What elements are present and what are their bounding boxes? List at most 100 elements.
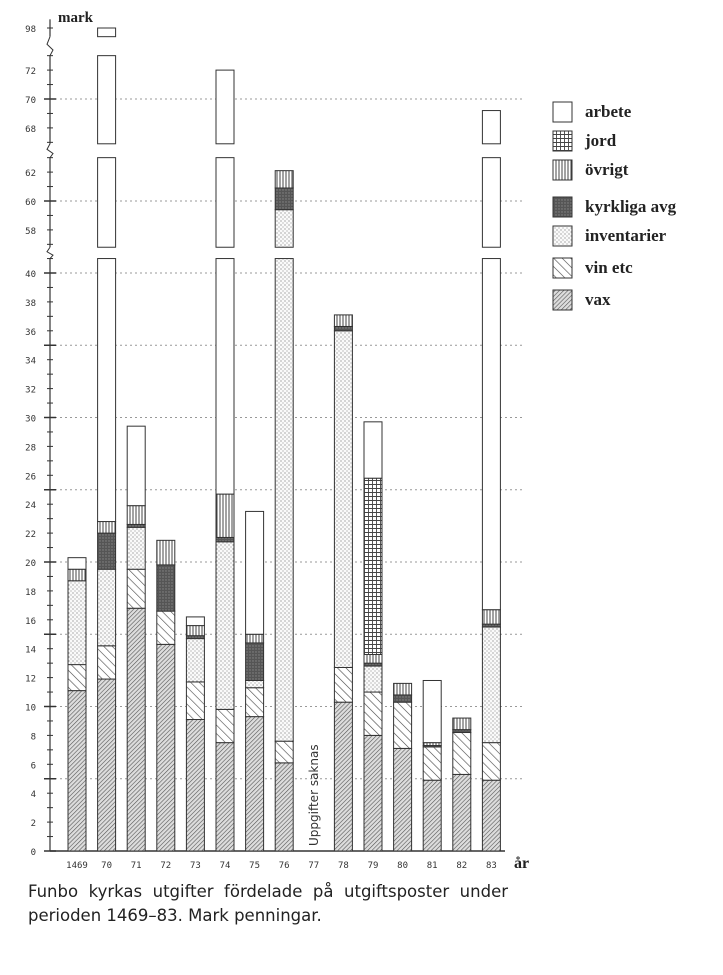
y-tick-label: 36	[25, 328, 36, 338]
axis-break-icon	[46, 36, 54, 56]
bar-segment-arbete	[97, 55, 117, 145]
bar-segment-inventarier	[274, 209, 294, 248]
bar-segment--vrigt	[245, 633, 265, 644]
y-tick-label: 4	[31, 790, 36, 800]
axis-break-icon	[46, 246, 54, 259]
bar-segment-arbete	[97, 27, 117, 38]
bar-segment-inventarier	[185, 638, 205, 683]
bar-segment-vax	[422, 779, 442, 852]
bar-segment-vin-etc	[215, 708, 235, 744]
bar-segment-arbete	[215, 157, 235, 248]
y-tick-label: 0	[31, 848, 36, 858]
x-tick-label: 71	[131, 861, 142, 871]
bar-segment-vin-etc	[333, 666, 353, 703]
bar-segment-arbete	[363, 421, 383, 479]
bar-segment-vax	[274, 762, 294, 852]
bar-segment-vin-etc	[156, 610, 176, 645]
y-tick-label: 16	[25, 617, 36, 627]
bar-segment-arbete	[481, 157, 501, 248]
bar-segment--vrigt	[97, 521, 117, 534]
bar-segment-vin-etc	[245, 687, 265, 718]
bar-segment-kyrkliga-avg	[393, 694, 413, 703]
legend-label: jord	[585, 131, 617, 150]
x-tick-label: 70	[101, 861, 112, 871]
legend-swatch-icon	[552, 289, 573, 311]
bar-segment-kyrkliga-avg	[97, 532, 117, 570]
bar-segment--vrigt	[126, 505, 146, 525]
y-tick-label: 2	[31, 819, 36, 829]
y-tick-label: 72	[25, 67, 36, 77]
legend-label: övrigt	[585, 160, 629, 179]
bar-segment-arbete	[97, 258, 117, 523]
legend-item: inventarier	[552, 224, 666, 248]
bar-segment-vax	[67, 690, 87, 852]
bar-segment-arbete	[126, 425, 146, 507]
legend-swatch-icon	[552, 101, 573, 123]
y-tick-label: 18	[25, 588, 36, 598]
bar-segment--vrigt	[393, 682, 413, 696]
legend-item: övrigt	[552, 158, 628, 182]
legend-swatch-icon	[552, 159, 573, 181]
y-tick-label: 26	[25, 472, 36, 482]
x-tick-label: 82	[456, 861, 467, 871]
bar-segment--vrigt	[481, 609, 501, 625]
bar-segment-inventarier	[97, 568, 117, 647]
bar-segment-vax	[245, 716, 265, 852]
y-tick-label: 28	[25, 443, 36, 453]
y-tick-label: 12	[25, 675, 36, 685]
bar-segment-vax	[363, 734, 383, 852]
bar-segment-arbete	[481, 110, 501, 145]
legend-item: kyrkliga avg	[552, 195, 676, 219]
bar-segment-vin-etc	[422, 746, 442, 781]
gridlines	[50, 98, 525, 780]
bar-segment-vax	[333, 701, 353, 852]
y-tick-label: 30	[25, 415, 36, 425]
bar-segment-vin-etc	[97, 645, 117, 680]
x-tick-label: 80	[397, 861, 408, 871]
legend-swatch-icon	[552, 196, 573, 218]
x-axis-label: år	[514, 855, 529, 872]
y-tick-label: 8	[31, 732, 36, 742]
bar-segment-vax	[97, 678, 117, 852]
figure-caption: Funbo kyrkas utgifter fördelade på utgif…	[28, 882, 508, 925]
bar-segment-arbete	[245, 510, 265, 635]
y-tick-label: 24	[25, 501, 36, 511]
x-tick-label: 77	[308, 861, 319, 871]
bar-segment-vax	[393, 747, 413, 852]
y-tick-label: 70	[25, 96, 36, 106]
bar-segment-kyrkliga-avg	[156, 564, 176, 612]
y-tick-label: 34	[25, 357, 36, 367]
y-tick-label: 40	[25, 270, 36, 280]
bar-segment-vin-etc	[185, 681, 205, 721]
bar-segment-vax	[185, 719, 205, 852]
bar-segment--vrigt	[333, 314, 353, 327]
bar-segment-arbete	[67, 557, 87, 570]
y-tick-label: 14	[25, 646, 36, 656]
bar-segment-vin-etc	[452, 732, 472, 775]
bar-segment-kyrkliga-avg	[245, 642, 265, 681]
legend-swatch-icon	[552, 130, 573, 152]
y-tick-label: 32	[25, 386, 36, 396]
bar-segment--vrigt	[156, 539, 176, 566]
bar-segment-kyrkliga-avg	[274, 187, 294, 211]
bar-segment-arbete	[481, 258, 501, 611]
bar-segment--vrigt	[274, 170, 294, 189]
bar-segment-vin-etc	[363, 691, 383, 736]
bar-segment-vin-etc	[67, 664, 87, 692]
bar-segment-jord	[363, 477, 383, 655]
bar-segment--vrigt	[67, 568, 87, 582]
bar-segment-arbete	[422, 679, 442, 744]
y-tick-label: 68	[25, 125, 36, 135]
x-tick-label: 76	[279, 861, 290, 871]
bar-segment-vax	[126, 607, 146, 852]
bar-segment-inventarier	[215, 541, 235, 710]
y-tick-label: 60	[25, 198, 36, 208]
legend-label: vin etc	[585, 258, 633, 277]
bar-segment-vax	[156, 643, 176, 852]
bar-segment-arbete	[215, 69, 235, 145]
y-axis-label: mark	[58, 10, 94, 26]
bar-segment-arbete	[215, 258, 235, 495]
missing-data-annotation: Uppgifter saknas	[307, 744, 321, 846]
y-tick-label: 38	[25, 299, 36, 309]
bar-segment-inventarier	[126, 526, 146, 570]
